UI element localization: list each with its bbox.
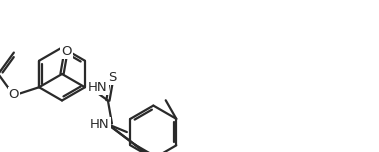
Text: HN: HN [90,118,110,131]
Text: S: S [108,71,116,84]
Text: HN: HN [88,81,108,94]
Text: O: O [9,88,19,101]
Text: O: O [61,45,72,58]
